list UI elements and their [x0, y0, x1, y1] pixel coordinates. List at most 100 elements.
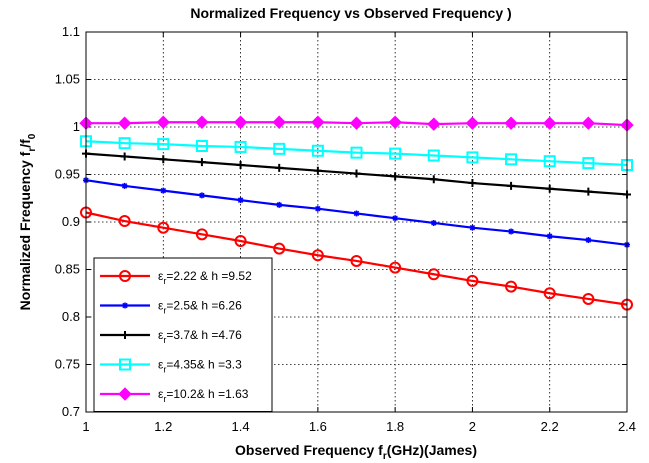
- data-point: [273, 142, 286, 155]
- y-tick-labels: 0.7 0.75 0.8 0.85 0.9 0.95 1 1.05 1.1: [55, 24, 80, 419]
- y-tick-label: 0.8: [62, 309, 80, 324]
- data-point: [198, 192, 205, 199]
- legend-item: εr=2.5& h =6.26: [100, 299, 242, 316]
- legend-label: εr=2.22 & h =9.52: [158, 269, 252, 286]
- series-group: [79, 115, 634, 311]
- x-tick-label: 2.4: [618, 419, 636, 434]
- y-tick-label: 0.7: [62, 404, 80, 419]
- x-tick-label: 2.2: [541, 419, 559, 434]
- data-point: [469, 224, 476, 231]
- legend: εr=2.22 & h =9.52 εr=2.5& h =6.26 εr=3.7& …: [93, 257, 273, 412]
- y-axis-label: Normalized Frequency fr/f0: [17, 133, 38, 310]
- data-point: [350, 146, 363, 159]
- data-point: [233, 115, 248, 129]
- data-point: [121, 182, 128, 189]
- y-tick-label: 0.9: [62, 214, 80, 229]
- data-point: [157, 221, 170, 234]
- x-tick-label: 2: [469, 419, 476, 434]
- data-point: [465, 116, 480, 130]
- data-point: [429, 175, 438, 184]
- data-point: [581, 116, 596, 130]
- data-point: [276, 201, 283, 208]
- data-point: [430, 219, 437, 226]
- data-point: [195, 228, 208, 241]
- data-point: [466, 151, 479, 164]
- data-point: [582, 292, 595, 305]
- legend-label: εr=10.2& h =1.63: [158, 387, 249, 404]
- data-point: [275, 163, 284, 172]
- data-point: [389, 147, 402, 160]
- data-point: [584, 187, 593, 196]
- data-point: [234, 235, 247, 247]
- data-point: [160, 187, 167, 194]
- legend-item: εr=2.22 & h =9.52: [100, 269, 252, 286]
- data-point: [505, 153, 518, 166]
- data-point: [582, 157, 595, 170]
- y-tick-label: 0.95: [55, 167, 80, 182]
- data-point: [545, 184, 554, 193]
- data-point: [157, 138, 170, 151]
- data-point: [504, 116, 518, 130]
- legend-marker: [119, 270, 131, 282]
- data-point: [352, 169, 361, 178]
- data-point: [543, 116, 557, 130]
- data-point: [237, 197, 244, 204]
- series-5: [79, 115, 634, 132]
- legend-marker: [122, 302, 128, 309]
- data-point: [392, 215, 399, 222]
- series-line: [85, 211, 628, 306]
- legend-label: εr=2.5& h =6.26: [158, 299, 242, 316]
- data-point: [197, 158, 206, 167]
- data-point: [543, 155, 556, 168]
- legend-marker: [121, 331, 129, 339]
- y-tick-label: 1.05: [55, 72, 80, 87]
- chart-title: Normalized Frequency vs Observed Frequen…: [190, 5, 511, 21]
- data-point: [391, 172, 400, 181]
- data-point: [156, 115, 170, 129]
- data-point: [313, 166, 322, 175]
- data-point: [543, 287, 556, 300]
- y-tick-label: 0.85: [55, 262, 80, 277]
- legend-marker: [118, 387, 132, 401]
- data-point: [118, 137, 131, 150]
- data-point: [468, 179, 477, 188]
- y-tick-label: 0.75: [55, 357, 80, 372]
- legend-item: εr=3.7& h =4.76: [100, 328, 242, 345]
- data-point: [546, 233, 553, 240]
- data-point: [117, 116, 132, 130]
- legend-label: εr=4.35& h =3.3: [158, 358, 242, 375]
- series-line: [85, 140, 628, 167]
- legend-label: εr=3.7& h =4.76: [158, 328, 242, 345]
- x-tick-label: 1.6: [309, 419, 327, 434]
- x-tick-label: 1: [82, 419, 89, 434]
- data-point: [311, 115, 325, 129]
- data-point: [236, 161, 245, 169]
- data-point: [311, 249, 324, 262]
- x-tick-label: 1.4: [232, 419, 250, 434]
- x-tick-labels: 1 1.2 1.4 1.6 1.8 2 2.2 2.4: [82, 419, 636, 434]
- data-point: [353, 210, 360, 217]
- data-point: [427, 117, 441, 131]
- data-point: [195, 115, 209, 129]
- data-point: [389, 261, 402, 274]
- data-point: [350, 254, 363, 267]
- data-point: [314, 205, 321, 212]
- data-point: [507, 181, 516, 190]
- x-tick-label: 1.2: [154, 419, 172, 434]
- data-point: [388, 115, 402, 129]
- legend-item: εr=4.35& h =3.3: [100, 358, 242, 375]
- data-point: [118, 215, 131, 228]
- data-point: [505, 280, 518, 293]
- y-tick-label: 1.1: [62, 24, 80, 39]
- data-point: [120, 152, 129, 161]
- x-tick-label: 1.8: [386, 419, 404, 434]
- legend-marker: [119, 358, 131, 371]
- data-point: [272, 115, 286, 129]
- data-point: [311, 144, 324, 157]
- data-point: [427, 268, 440, 281]
- data-point: [234, 140, 247, 153]
- plot-frame: [85, 31, 628, 413]
- y-tick-label: 1: [73, 119, 80, 134]
- data-point: [273, 242, 286, 255]
